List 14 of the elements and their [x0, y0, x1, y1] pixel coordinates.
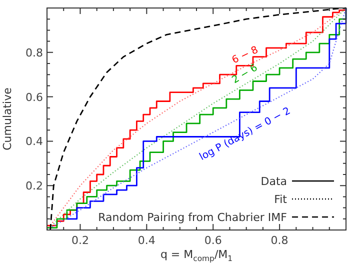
text: 2 − 6 [230, 62, 260, 86]
x-tick-label: 0.4 [138, 234, 156, 247]
x-tick-label: 0.8 [270, 234, 288, 247]
y-tick-label: 0.6 [26, 90, 43, 104]
y-tick-label: 0.4 [26, 135, 43, 148]
annotation: Fit [274, 193, 288, 206]
y-tick-label: 0.2 [26, 180, 43, 193]
x-tick-label: 0.2 [71, 234, 89, 247]
y-axis-title: Cumulative [1, 87, 14, 150]
annotation: Data [260, 175, 287, 188]
x-axis-title: q = M$_{comp}$/M$_{1}$ [160, 248, 233, 263]
legend-label: Random Pairing from Chabrier IMF [98, 211, 287, 224]
x-tick-label: 0.6 [204, 234, 222, 247]
y-tick-label: 0.8 [26, 46, 43, 60]
